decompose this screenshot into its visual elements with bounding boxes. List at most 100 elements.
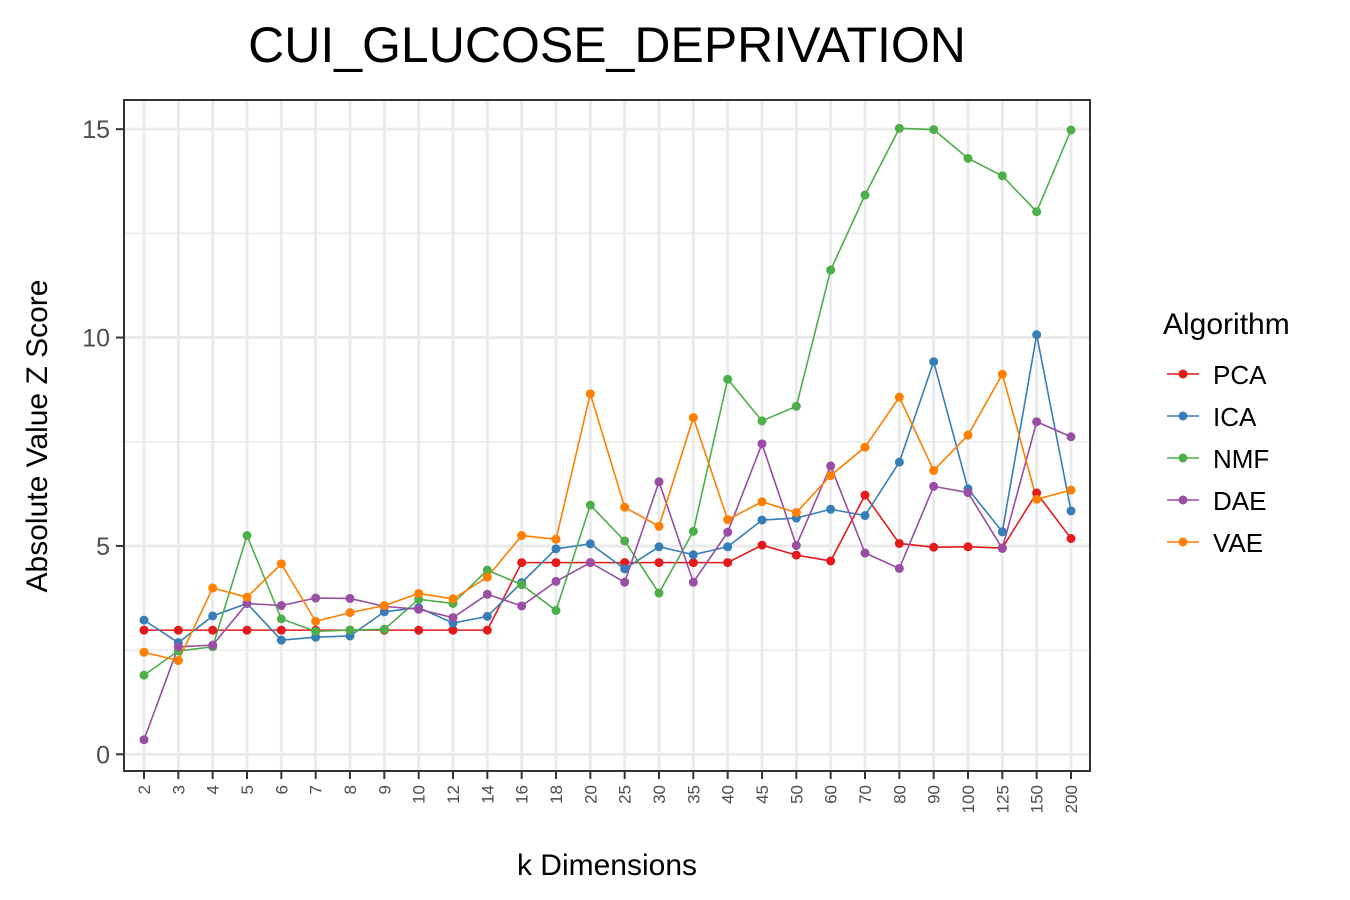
x-axis: 2 3 4 5 6 7 8 9 10 12 14 16 18 20 25 30 35 40 45 50 60 70 80 90… (135, 771, 1081, 813)
plot-background (124, 100, 1090, 771)
data-point-ica (929, 357, 939, 367)
data-point-ica (757, 515, 767, 525)
data-point-ica (826, 504, 836, 514)
data-point-dae (654, 477, 664, 487)
x-tick-label: 18 (547, 785, 566, 804)
data-point-dae (826, 461, 836, 471)
data-point-pca (654, 558, 664, 568)
data-point-ica (894, 457, 904, 467)
data-point-vae (963, 430, 973, 440)
x-tick-label: 16 (513, 785, 532, 804)
data-point-vae (173, 656, 183, 666)
data-point-pca (723, 558, 733, 568)
legend-key-point (1178, 453, 1188, 463)
y-axis: 0 5 10 15 (82, 116, 124, 769)
data-point-nmf (723, 374, 733, 384)
data-point-vae (826, 471, 836, 481)
data-point-dae (517, 601, 527, 611)
data-point-pca (242, 625, 252, 635)
data-point-pca (482, 625, 492, 635)
x-tick-label: 5 (238, 785, 257, 794)
data-point-pca (963, 542, 973, 552)
data-point-vae (688, 413, 698, 423)
series-lines (143, 127, 1072, 741)
x-tick-label: 60 (822, 785, 841, 804)
data-point-ica (482, 611, 492, 621)
series-points (139, 123, 1076, 745)
data-point-ica (997, 527, 1007, 537)
data-point-vae (379, 601, 389, 611)
data-point-ica (551, 544, 561, 554)
x-tick-label: 7 (307, 785, 326, 794)
data-point-vae (139, 647, 149, 657)
legend-key-point (1178, 537, 1188, 547)
data-point-dae (620, 577, 630, 587)
data-point-vae (414, 588, 424, 598)
data-point-nmf (276, 614, 286, 624)
data-point-pca (894, 538, 904, 548)
data-point-ica (1032, 330, 1042, 340)
data-point-nmf (860, 190, 870, 200)
data-point-pca (414, 625, 424, 635)
data-point-dae (894, 563, 904, 573)
chart-title: CUI_GLUCOSE_DEPRIVATION (248, 17, 966, 73)
x-tick-label: 30 (650, 785, 669, 804)
data-point-vae (551, 534, 561, 544)
data-point-vae (1032, 494, 1042, 504)
data-point-pca (1032, 488, 1042, 498)
data-point-pca (276, 625, 286, 635)
data-point-vae (517, 531, 527, 541)
x-tick-label: 50 (787, 785, 806, 804)
x-tick-label: 90 (925, 785, 944, 804)
x-tick-label: 4 (204, 785, 223, 794)
data-point-dae (791, 541, 801, 551)
data-point-pca (929, 542, 939, 552)
data-point-vae (585, 389, 595, 399)
data-point-pca (620, 558, 630, 568)
data-point-dae (929, 481, 939, 491)
data-point-vae (345, 608, 355, 618)
data-point-dae (997, 543, 1007, 553)
data-point-pca (173, 625, 183, 635)
data-point-nmf (585, 500, 595, 510)
data-point-vae (448, 594, 458, 604)
data-point-pca (1066, 533, 1076, 543)
x-tick-label: 150 (1028, 785, 1047, 813)
data-point-vae (242, 592, 252, 602)
y-axis-label: Absolute Value Z Score (21, 280, 54, 593)
data-point-ica (1066, 506, 1076, 516)
legend-label: ICA (1213, 402, 1257, 432)
data-point-dae (963, 488, 973, 498)
data-point-vae (997, 369, 1007, 379)
x-tick-label: 10 (410, 785, 429, 804)
x-tick-label: 200 (1062, 785, 1081, 813)
data-point-dae (242, 598, 252, 608)
legend-key-point (1178, 369, 1188, 379)
legend-items: PCA ICA NMF DAE VAE (1167, 360, 1269, 558)
data-point-dae (482, 589, 492, 599)
y-tick-label: 0 (96, 741, 110, 769)
legend-label: PCA (1213, 360, 1267, 390)
data-point-dae (173, 642, 183, 652)
data-point-dae (448, 613, 458, 623)
data-point-pca (826, 556, 836, 566)
x-tick-label: 70 (856, 785, 875, 804)
data-point-dae (139, 735, 149, 745)
data-point-nmf (826, 265, 836, 275)
data-point-dae (585, 558, 595, 568)
data-point-vae (311, 616, 321, 626)
x-tick-label: 100 (959, 785, 978, 813)
data-point-ica (139, 615, 149, 625)
data-point-nmf (654, 588, 664, 598)
x-tick-label: 9 (375, 785, 394, 794)
x-tick-label: 45 (753, 785, 772, 804)
data-point-vae (894, 392, 904, 402)
data-point-pca (208, 625, 218, 635)
data-point-pca (688, 558, 698, 568)
plot-area (123, 99, 1091, 772)
x-tick-label: 2 (135, 785, 154, 794)
data-point-dae (414, 604, 424, 614)
data-point-dae (757, 439, 767, 449)
data-point-nmf (757, 416, 767, 426)
data-point-pca (448, 625, 458, 635)
